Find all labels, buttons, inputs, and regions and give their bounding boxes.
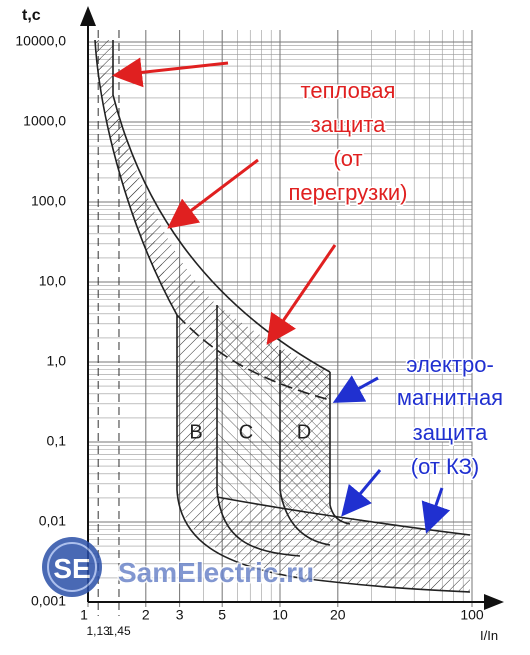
y-tick-label: 0,01 bbox=[39, 513, 66, 529]
arrow bbox=[167, 158, 259, 229]
y-tick-label: 10000,0 bbox=[15, 33, 66, 49]
logo-text: SE bbox=[53, 553, 90, 584]
arrow bbox=[266, 244, 337, 345]
y-tick-label: 1000,0 bbox=[23, 113, 66, 129]
thermal-note: тепловая защита (от перегрузки) bbox=[287, 77, 409, 207]
note-line: (от КЗ) bbox=[411, 454, 479, 479]
note-line: (от bbox=[333, 146, 362, 171]
c-boundary bbox=[216, 305, 301, 557]
note-line: тепловая bbox=[301, 78, 396, 103]
y-tick-label: 100,0 bbox=[31, 193, 66, 209]
b-boundary bbox=[176, 315, 471, 593]
x-tick-label: 3 bbox=[176, 607, 184, 623]
watermark: SE SamElectric.ru bbox=[42, 537, 316, 597]
magnetic-note: электро- магнитная защита (от КЗ) bbox=[395, 351, 504, 481]
x-tick-label: 2 bbox=[142, 607, 150, 623]
arrow bbox=[421, 487, 451, 534]
zone-b bbox=[177, 305, 470, 592]
x-tick-label: 5 bbox=[218, 607, 226, 623]
x-tick-label: 10 bbox=[272, 607, 288, 623]
x-tick-label: 1,45 bbox=[107, 624, 131, 638]
x-tick-label: 20 bbox=[330, 607, 346, 623]
x-tick-label: 1 bbox=[80, 607, 88, 623]
logo bbox=[42, 537, 102, 597]
thermal-dashed bbox=[176, 314, 331, 401]
zone-label: B bbox=[189, 421, 202, 443]
curves bbox=[94, 39, 471, 593]
zone-label: D bbox=[297, 421, 311, 443]
watermark-text: SamElectric.ru bbox=[118, 557, 314, 588]
arrow bbox=[341, 469, 382, 517]
x-axis-label: I/In bbox=[480, 628, 498, 643]
y-tick-label: 0,1 bbox=[47, 433, 67, 449]
note-line: защита bbox=[311, 112, 387, 137]
zone-label: C bbox=[239, 421, 253, 443]
x-tick-label: 100 bbox=[460, 607, 484, 623]
arrow bbox=[332, 375, 379, 403]
logo-ring bbox=[47, 542, 97, 592]
thermal-lower bbox=[94, 39, 178, 316]
y-axis-label: t,c bbox=[22, 7, 41, 24]
arrows bbox=[112, 57, 451, 534]
zone-c bbox=[217, 305, 320, 512]
arrow bbox=[112, 57, 229, 88]
note-line: защита bbox=[413, 420, 489, 445]
y-tick-label: 10,0 bbox=[39, 273, 66, 289]
note-line: электро- bbox=[406, 352, 494, 377]
y-tick-label: 0,001 bbox=[31, 593, 66, 609]
note-line: магнитная bbox=[397, 385, 503, 410]
y-tick-label: 1,0 bbox=[47, 353, 67, 369]
d-boundary bbox=[279, 350, 331, 546]
note-line: перегрузки) bbox=[289, 180, 408, 205]
zone-d bbox=[280, 350, 350, 524]
x-tick-label: 1,13 bbox=[87, 624, 111, 638]
thermal-band-upper bbox=[95, 40, 217, 315]
